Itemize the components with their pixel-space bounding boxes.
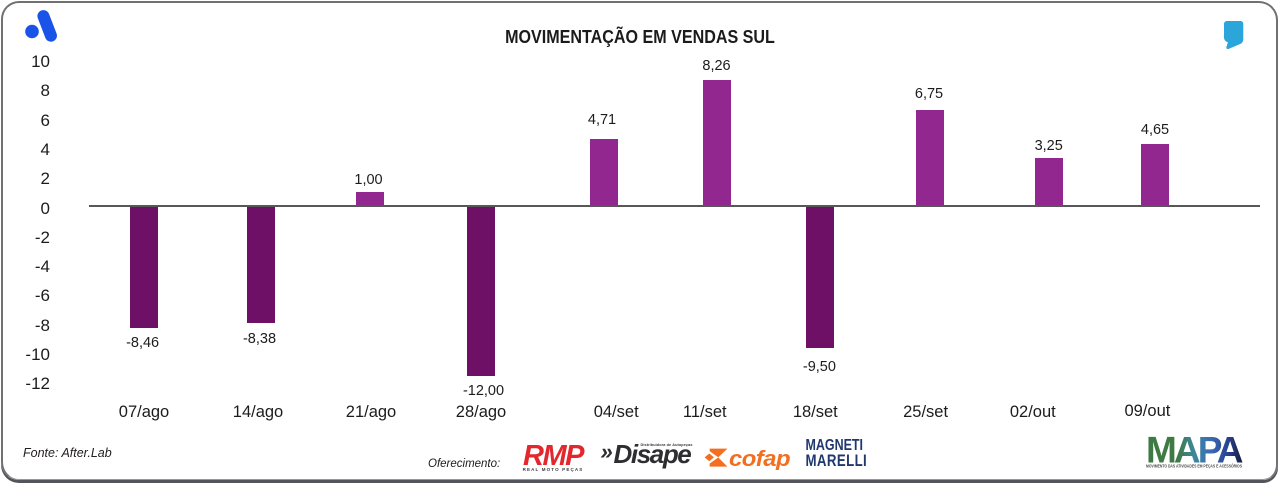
svg-text:cofap: cofap: [729, 448, 790, 470]
svg-text:MAPA: MAPA: [1146, 431, 1244, 469]
svg-text:MOVIMENTO DAS ATIVIDADES EM PE: MOVIMENTO DAS ATIVIDADES EM PEÇAS E ACES…: [1146, 464, 1242, 469]
